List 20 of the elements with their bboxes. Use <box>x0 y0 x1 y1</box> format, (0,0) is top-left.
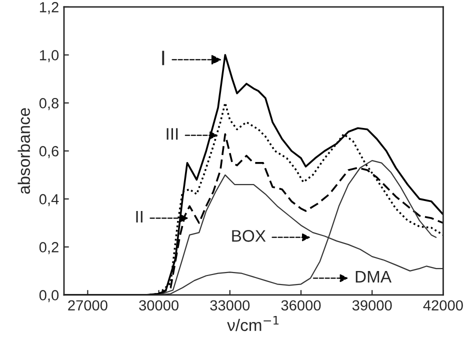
y-tick-label: 0,4 <box>39 194 59 206</box>
x-tick-label: 42000 <box>423 300 463 311</box>
y-tick-label: 0,6 <box>39 146 58 158</box>
x-tick-label: 27000 <box>68 300 108 311</box>
y-tick-label: 0,0 <box>39 290 59 302</box>
x-tick-label: 39000 <box>352 300 392 311</box>
x-tick-label: 30000 <box>139 300 178 311</box>
y-tick-label: 0,8 <box>39 98 58 110</box>
x-tick-label: 36000 <box>281 300 321 311</box>
y-tick-label: 1,0 <box>40 50 59 62</box>
annotation: II <box>136 210 142 222</box>
annotation: I <box>162 50 164 66</box>
annotation: III <box>166 128 178 140</box>
y-axis-title: absorbance <box>18 108 30 194</box>
y-tick-label: 1,2 <box>40 2 58 14</box>
y-tick-label: 0,2 <box>39 242 58 254</box>
x-axis-title: ν/cm$^{−1}$ <box>227 316 279 332</box>
x-tick-label: 33000 <box>210 300 250 311</box>
annotation: BOX <box>232 230 266 242</box>
annotation: DMA <box>356 270 392 282</box>
